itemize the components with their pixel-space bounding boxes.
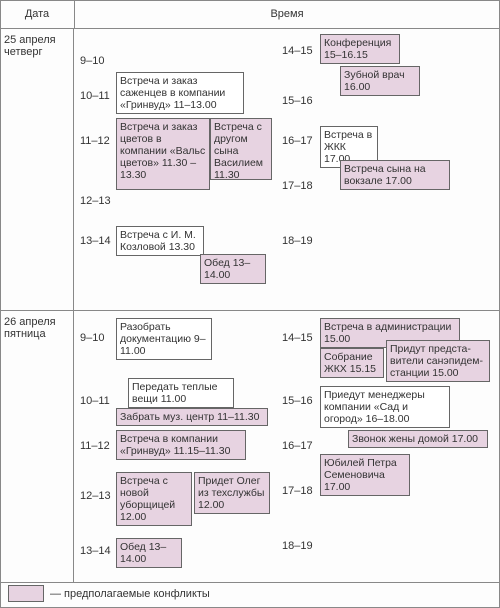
- time-label: 9–10: [80, 55, 104, 67]
- event-music: Забрать муз. центр 11–11.30: [116, 408, 268, 426]
- event-cleaner: Встреча с новой уборщицей 12.00: [116, 472, 192, 526]
- time-label: 10–11: [80, 395, 110, 407]
- date-cell-1: 25 апреля четверг: [0, 28, 74, 310]
- event-lunch-1: Обед 13–14.00: [200, 254, 266, 284]
- event-greenwood: Встреча в компании «Гринвуд» 11.15–11.30: [116, 430, 246, 460]
- schedule-diagram: Дата Время 25 апреля четверг 26 апреля п…: [0, 0, 500, 608]
- legend-swatch: [8, 585, 44, 602]
- event-station: Встреча сына на вокзале 17.00: [340, 160, 450, 190]
- date-line: 26 апреля: [4, 316, 69, 328]
- row-separator: [0, 310, 500, 311]
- date-line: 25 апреля: [4, 34, 69, 46]
- time-label: 9–10: [80, 332, 104, 344]
- time-label: 13–14: [80, 235, 111, 247]
- event-son: Встреча с другом сына Василием 11.30: [210, 118, 272, 180]
- event-zhkh: Собрание ЖКХ 15.15: [320, 348, 384, 378]
- time-label: 18–19: [282, 540, 313, 552]
- time-label: 15–16: [282, 395, 313, 407]
- header-time: Время: [74, 0, 500, 29]
- event-sanepid: Придут предста- вители санэпидем- станци…: [386, 340, 490, 382]
- time-label: 12–13: [80, 490, 111, 502]
- time-label: 17–18: [282, 485, 313, 497]
- event-flowers: Встреча и заказ цветов в компании «Вальс…: [116, 118, 210, 190]
- event-garden: Приедут менеджеры компании «Сад и огород…: [320, 386, 450, 428]
- legend: — предполагаемые конфликты: [8, 585, 210, 602]
- outer-border: [0, 0, 500, 608]
- time-label: 10–11: [80, 90, 110, 102]
- time-label: 12–13: [80, 195, 111, 207]
- time-label: 11–12: [80, 135, 110, 147]
- time-label: 17–18: [282, 180, 313, 192]
- event-docs: Разобрать документацию 9–11.00: [116, 318, 212, 360]
- event-seedlings: Встреча и заказ саженцев в компании «Гри…: [116, 72, 244, 114]
- time-label: 18–19: [282, 235, 313, 247]
- event-warm: Передать теплые вещи 11.00: [128, 378, 234, 408]
- time-label: 14–15: [282, 332, 313, 344]
- header-date: Дата: [0, 0, 75, 29]
- time-label: 14–15: [282, 45, 313, 57]
- date-cell-2: 26 апреля пятница: [0, 310, 74, 582]
- legend-text: — предполагаемые конфликты: [50, 588, 210, 600]
- time-label: 16–17: [282, 440, 313, 452]
- event-conference: Конференция 15–16.15: [320, 34, 400, 64]
- time-label: 11–12: [80, 440, 110, 452]
- date-line: пятница: [4, 328, 69, 340]
- event-jubilee: Юбилей Петра Семеновича 17.00: [320, 454, 410, 496]
- time-label: 13–14: [80, 545, 111, 557]
- event-wifecall: Звонок жены домой 17.00: [348, 430, 488, 448]
- date-line: четверг: [4, 46, 69, 58]
- event-kozlova: Встреча с И. М. Козловой 13.30: [116, 226, 204, 256]
- time-label: 16–17: [282, 135, 313, 147]
- row-separator: [0, 582, 500, 583]
- time-label: 15–16: [282, 95, 313, 107]
- event-oleg: Придет Олег из техслужбы 12.00: [194, 472, 270, 514]
- event-dentist: Зубной врач 16.00: [340, 66, 420, 96]
- event-lunch-2: Обед 13–14.00: [116, 538, 182, 568]
